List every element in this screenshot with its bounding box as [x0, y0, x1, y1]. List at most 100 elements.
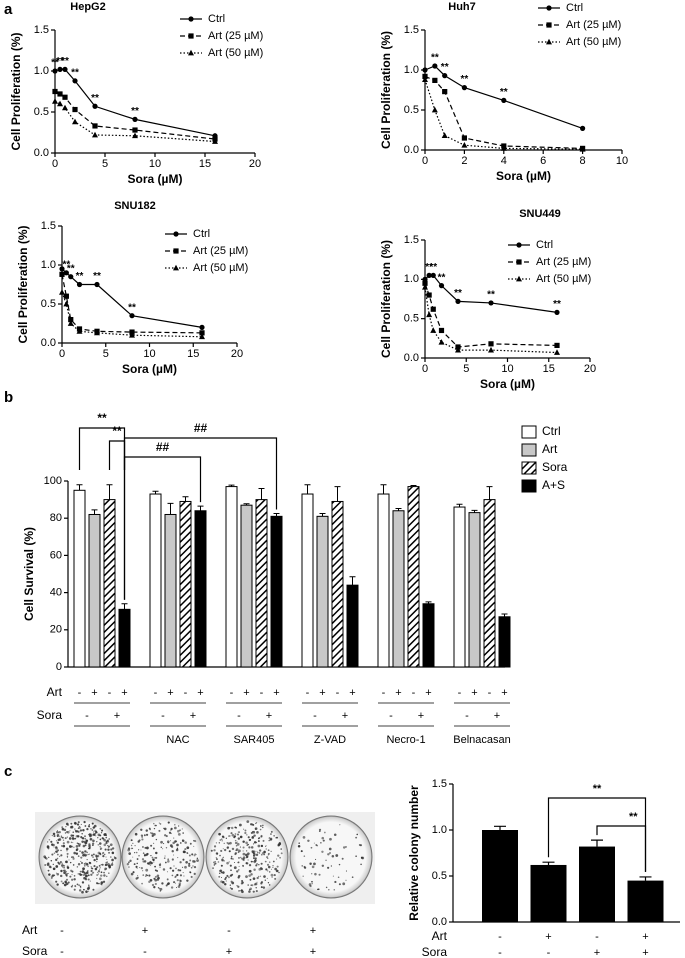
marker [199, 324, 205, 330]
error-bar [152, 490, 159, 495]
colony-dot [166, 878, 169, 881]
colony-dot [159, 862, 161, 864]
colony-dot [176, 873, 179, 877]
colony-dot [73, 888, 76, 891]
colony-dot [235, 826, 238, 829]
significance: ** [131, 106, 139, 117]
category-label: NAC [166, 734, 189, 746]
colony-dot [76, 823, 80, 826]
colony-dot [271, 876, 273, 878]
colony-dot [96, 857, 98, 859]
colony-dot [134, 852, 136, 854]
colony-dot [194, 853, 196, 855]
colony-dot [327, 853, 330, 856]
y-tick-label: 0.0 [404, 144, 419, 156]
colony-dot [229, 835, 231, 837]
colony-dot [171, 858, 174, 861]
colony-dot [238, 890, 240, 892]
colony-dot [65, 870, 68, 873]
colony-dot [239, 846, 241, 848]
colony-dot [153, 886, 156, 889]
colony-dot [259, 828, 262, 831]
colony-dot [193, 872, 196, 875]
error-bar [106, 484, 113, 500]
marker [199, 333, 205, 340]
colony-dot [127, 847, 131, 850]
colony-dot [236, 841, 238, 843]
plate [289, 815, 373, 899]
colony-dot [138, 849, 140, 851]
colony-dot [149, 828, 151, 831]
significance: ** [429, 262, 437, 273]
marker [501, 97, 507, 103]
colony-dot [189, 859, 192, 862]
marker [59, 271, 65, 277]
x-axis-label: Sora (µM) [122, 362, 177, 376]
legend-label: Ctrl [566, 2, 583, 14]
colony-dot [136, 862, 138, 865]
colony-dot [60, 854, 63, 857]
marker [441, 132, 448, 138]
colony-dot [66, 852, 69, 855]
colony-dot [85, 862, 87, 864]
marker [461, 85, 467, 91]
error-bar [228, 484, 235, 487]
colony-dot [106, 875, 108, 878]
colony-dot [329, 852, 331, 854]
colony-dot [234, 853, 237, 856]
marker [72, 106, 78, 113]
colony-dot [68, 859, 70, 861]
colony-dot [50, 840, 53, 843]
colony-dot [99, 848, 101, 850]
colony-dot [345, 846, 347, 848]
colony-dot [245, 875, 248, 879]
colony-dot [225, 880, 227, 882]
colony-dot [256, 876, 259, 880]
colony-dot [62, 844, 66, 848]
colony-dot [253, 857, 255, 860]
colony-dot [237, 869, 240, 871]
colony-dot [325, 886, 328, 889]
colony-dot [246, 834, 248, 836]
colony-dot [257, 844, 261, 848]
colony-dot [272, 860, 275, 863]
error-bar [486, 486, 493, 500]
colony-dot [260, 844, 264, 848]
marker [62, 94, 68, 100]
colony-dot [237, 885, 240, 888]
colony-dot [62, 842, 65, 845]
colony-dot [126, 862, 130, 866]
legend-marker [173, 264, 179, 271]
colony-dot [280, 852, 283, 855]
colony-dot [228, 861, 230, 863]
colony-dot [228, 835, 230, 837]
colony-dot [334, 880, 337, 884]
colony-dot [248, 846, 251, 849]
colony-dot [215, 857, 218, 859]
marker [432, 63, 438, 69]
colony-dot [83, 888, 85, 891]
colony-dot [169, 867, 172, 870]
colony-dot [242, 852, 246, 856]
colony-dot [258, 849, 262, 852]
legend-marker [188, 33, 194, 39]
significance: ** [500, 87, 508, 98]
bar [346, 584, 359, 668]
colony-dot [333, 889, 336, 891]
colony-dot [103, 874, 106, 877]
colony-dot [311, 873, 313, 875]
colony-dot [267, 882, 270, 884]
colony-dot [254, 827, 258, 830]
colony-dot [98, 842, 102, 845]
colony-dot [262, 839, 265, 842]
colony-dot [301, 865, 303, 867]
colony-dot [84, 825, 87, 827]
significance-bracket [123, 437, 278, 510]
colony-dot [86, 851, 88, 854]
colony-dot [190, 875, 193, 878]
significance: ** [438, 272, 446, 283]
bar [301, 493, 314, 668]
colony-dot [136, 867, 138, 869]
colony-dot [179, 874, 182, 877]
colony-dot [229, 841, 232, 845]
